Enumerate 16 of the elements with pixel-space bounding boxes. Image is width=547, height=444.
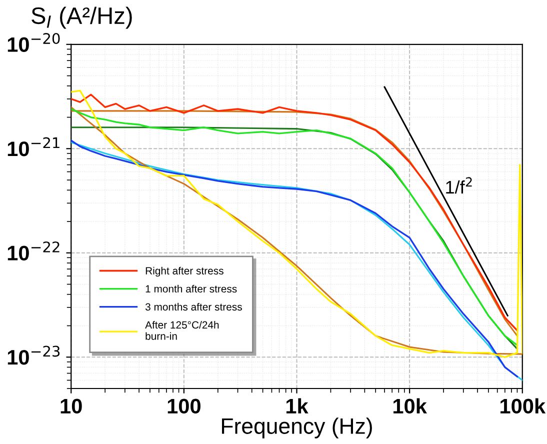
y-tick-label: 10$^{−21}$ (8, 137, 60, 156)
legend-label: 3 months after stress (145, 302, 242, 311)
legend-label: Right after stress (146, 266, 224, 277)
legend-label: 1 month after stress (146, 284, 237, 293)
x-tick-label: 10k (394, 398, 427, 414)
x-tick-label: 100k (500, 398, 546, 414)
x-tick-label: 10 (60, 398, 82, 414)
y-axis-title: S$_{I}$ (A²/Hz) (32, 6, 132, 29)
x-tick-label: 100 (168, 398, 200, 414)
y-tick-label: 10$^{−20}$ (8, 32, 60, 52)
x-tick-label: 1k (286, 398, 308, 414)
y-tick-label: 10$^{−22}$ (8, 241, 60, 260)
x-axis-title: Frequency (Hz) (222, 418, 372, 438)
y-tick-label: 10$^{−23}$ (8, 346, 60, 365)
annotation: 1/f$^{2}$ (446, 177, 472, 194)
legend-label: After 125°C/24h burn-in (145, 320, 219, 340)
